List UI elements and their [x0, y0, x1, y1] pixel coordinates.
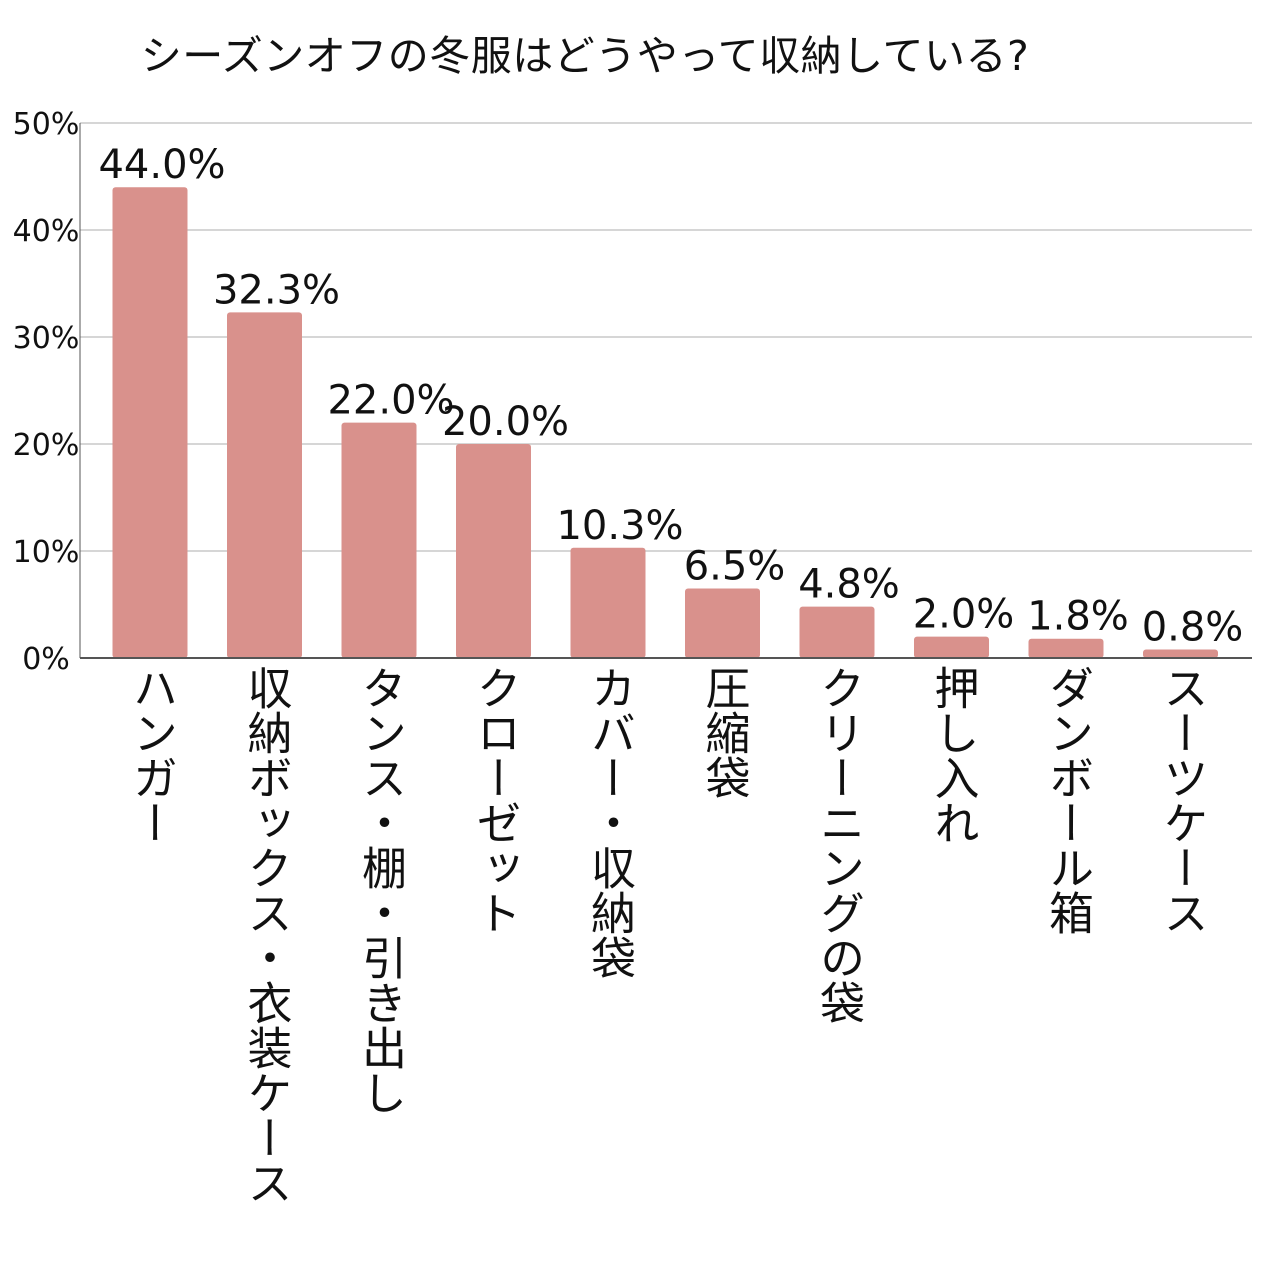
category-label: スーツケース: [1155, 665, 1209, 935]
value-label: 32.3%: [213, 267, 340, 313]
bar: [112, 187, 188, 658]
category-label: ハンガー: [125, 665, 178, 845]
bar: [341, 422, 417, 658]
bar: [685, 588, 760, 658]
bar: [799, 606, 875, 658]
category-label: 圧縮袋: [697, 665, 751, 800]
value-label: 4.8%: [798, 562, 900, 608]
category-label: カバー・収納袋: [583, 665, 636, 980]
y-tick-label: 10%: [13, 535, 80, 570]
category-label: ダンボール箱: [1041, 665, 1094, 935]
value-label: 0.8%: [1142, 604, 1244, 650]
chart-title: シーズンオフの冬服はどうやって収納している?: [140, 32, 1030, 80]
value-label: 44.0%: [98, 142, 225, 188]
value-label: 6.5%: [684, 543, 786, 589]
bar: [1028, 638, 1104, 658]
y-tick-label: 30%: [13, 321, 80, 356]
value-labels: 44.0% 32.3% 22.0%20.0% 10.3%6.5% 4.8% 2.0% 1.8…: [98, 142, 1243, 650]
value-label: 20.0%: [442, 399, 569, 445]
value-label: 2.0%: [913, 592, 1015, 638]
category-label: 収納ボックス・衣装ケース: [239, 665, 293, 1205]
bar: [456, 444, 531, 658]
y-tick-label: 20%: [13, 428, 80, 463]
value-label: 10.3%: [556, 503, 683, 549]
category-label: クローゼット: [468, 665, 522, 935]
axes: 0% 10% 20% 30% 40% 50%: [13, 107, 1252, 677]
y-tick-label: 40%: [13, 214, 80, 249]
bars: [112, 187, 1218, 658]
bar: [1143, 649, 1218, 658]
bar: [227, 312, 302, 658]
bar: [570, 547, 646, 658]
y-tick-label: 0%: [22, 642, 70, 677]
category-label: タンス・棚・引き出し: [354, 665, 407, 1115]
value-label: 22.0%: [327, 378, 454, 424]
category-label: 押し入れ: [926, 665, 980, 845]
y-tick-label: 50%: [13, 107, 80, 142]
bar: [914, 636, 989, 658]
value-label: 1.8%: [1027, 594, 1129, 640]
category-label: クリーニングの袋: [812, 665, 865, 1025]
